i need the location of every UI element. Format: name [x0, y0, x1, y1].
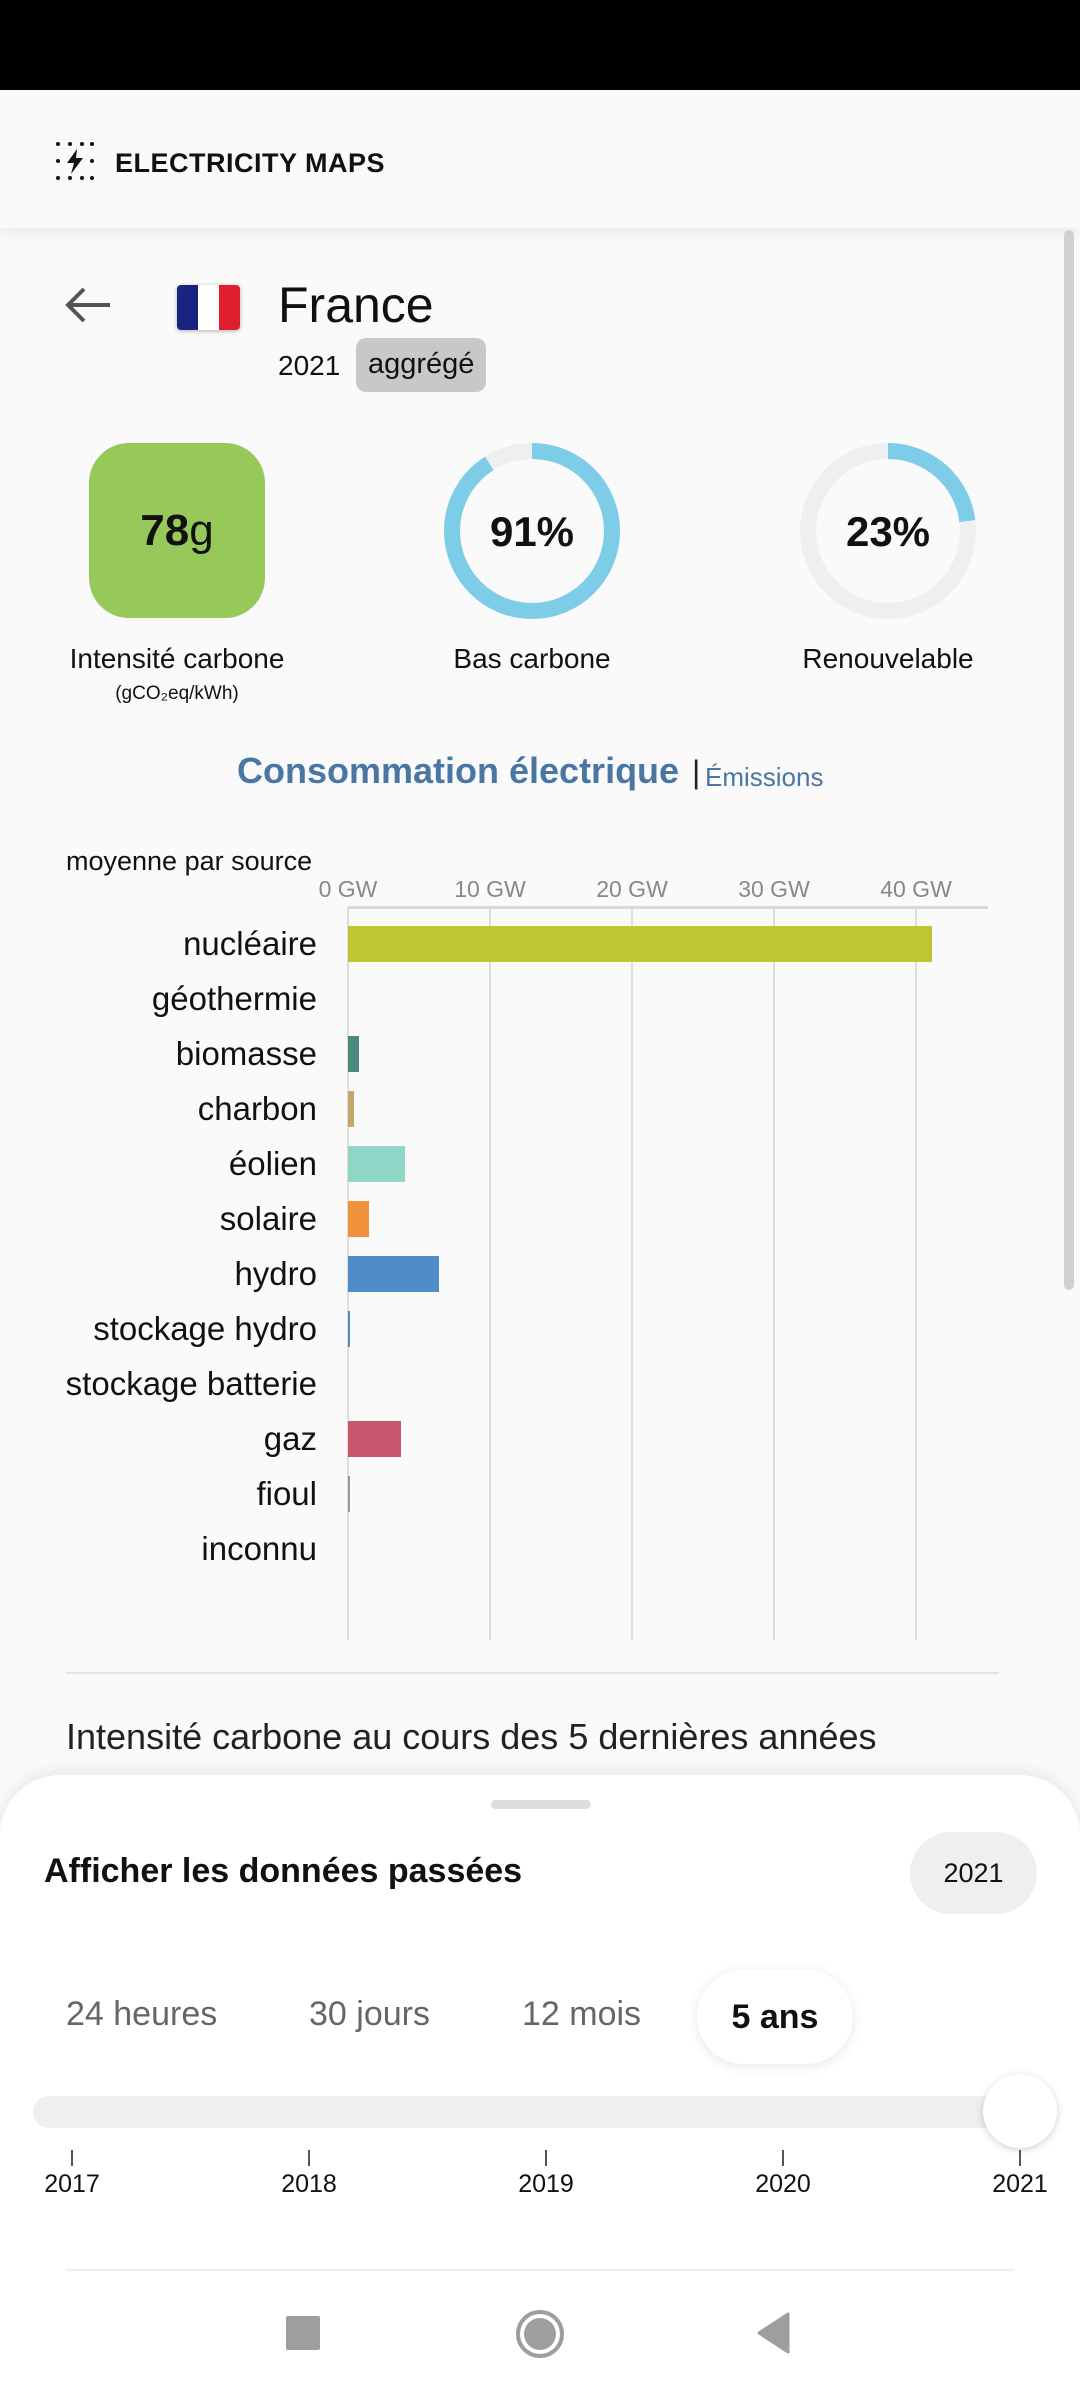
bar-fioul: [348, 1476, 351, 1512]
low-carbon-ring-fill: [444, 443, 620, 619]
history-bottom-sheet: [0, 1775, 1080, 2400]
category-label: solaire: [219, 1200, 317, 1237]
electricity-maps-logo-icon: [56, 142, 94, 180]
category-label: biomasse: [175, 1035, 317, 1072]
category-label: hydro: [234, 1255, 317, 1292]
category-label: nucléaire: [183, 925, 317, 962]
home-icon[interactable]: [514, 2308, 566, 2360]
slider-year-label: 2020: [755, 2170, 811, 2198]
tab-emissions[interactable]: Émissions: [705, 762, 824, 792]
x-axis-line: [348, 906, 988, 909]
renewable-label: Renouvelable: [802, 643, 974, 674]
tab-separator: |: [692, 754, 701, 790]
slider-tick: [71, 2150, 73, 2166]
x-tick-label: 10 GW: [454, 876, 526, 902]
category-label: éolien: [228, 1145, 317, 1182]
x-tick-label: 30 GW: [738, 876, 810, 902]
status-bar: [0, 0, 1080, 90]
sheet-drag-handle[interactable]: [491, 1800, 591, 1809]
renewable-ring-fill: [800, 443, 976, 619]
carbon-intensity-value: 78: [140, 505, 190, 555]
category-label: stockage batterie: [65, 1365, 317, 1402]
carbon-intensity-label: Intensité carbone: [69, 643, 285, 674]
back-arrow-icon[interactable]: [62, 285, 114, 325]
tab-consumption[interactable]: Consommation électrique: [237, 750, 680, 791]
carbon-intensity-unit-label: (gCO₂eq/kWh): [115, 683, 239, 704]
selected-year-pill[interactable]: 2021: [910, 1832, 1037, 1914]
slider-year-label: 2018: [281, 2170, 337, 2198]
france-flag-icon: [177, 285, 240, 330]
bar-solaire: [348, 1201, 370, 1237]
range-tab-5y[interactable]: 5 ans: [697, 1970, 853, 2064]
time-slider-thumb[interactable]: [983, 2074, 1057, 2148]
recent-apps-icon[interactable]: [286, 2316, 320, 2350]
divider: [66, 1672, 999, 1674]
category-label: géothermie: [151, 980, 317, 1017]
renewable-value: 23%: [845, 508, 931, 555]
x-tick-label: 20 GW: [596, 876, 668, 902]
slider-tick: [545, 2150, 547, 2166]
slider-tick: [1019, 2150, 1021, 2166]
zone-year: 2021: [278, 350, 341, 381]
sheet-title: Afficher les données passées: [44, 1852, 523, 1890]
slider-tick: [782, 2150, 784, 2166]
back-nav-icon[interactable]: [756, 2312, 792, 2354]
gridline: [489, 908, 491, 1640]
renewable-ring: [800, 443, 976, 619]
category-label: stockage hydro: [93, 1310, 317, 1347]
category-label: gaz: [263, 1420, 317, 1457]
time-slider-track[interactable]: [33, 2096, 1043, 2128]
carbon-intensity-unit: g: [189, 505, 214, 555]
bar-biomasse: [348, 1036, 360, 1072]
history-section-title: Intensité carbone au cours des 5 dernièr…: [66, 1716, 877, 1757]
scrollbar[interactable]: [1064, 230, 1074, 1290]
bar-gaz: [348, 1421, 401, 1457]
low-carbon-label: Bas carbone: [453, 643, 611, 674]
category-label: charbon: [197, 1090, 317, 1127]
gridline: [915, 908, 917, 1640]
country-name: France: [278, 277, 434, 333]
range-tab-24h[interactable]: 24 heures: [66, 1995, 218, 2033]
gridline: [631, 908, 633, 1640]
slider-year-label: 2019: [518, 2170, 574, 2198]
bar-nucléaire: [348, 926, 932, 962]
divider: [66, 2269, 1014, 2271]
gridline: [773, 908, 775, 1640]
bar-éolien: [348, 1146, 405, 1182]
slider-year-label: 2021: [992, 2170, 1048, 2198]
range-tab-30d[interactable]: 30 jours: [309, 1995, 430, 2033]
aggregated-badge: aggrégé: [356, 338, 487, 392]
x-tick-label: 40 GW: [880, 876, 952, 902]
range-tab-12m[interactable]: 12 mois: [522, 1995, 642, 2033]
app-title: ELECTRICITY MAPS: [115, 148, 386, 178]
x-tick-label: 0 GW: [318, 876, 378, 902]
chart-subtitle: moyenne par source: [66, 846, 313, 876]
bar-stockage hydro: [348, 1311, 350, 1347]
low-carbon-value: 91%: [489, 508, 575, 555]
low-carbon-ring: [444, 443, 620, 619]
app-header: [0, 90, 1080, 228]
category-label: inconnu: [201, 1530, 317, 1567]
carbon-intensity-box: 78 g: [89, 443, 265, 618]
slider-tick: [308, 2150, 310, 2166]
bar-charbon: [348, 1091, 354, 1127]
slider-year-label: 2017: [44, 2170, 100, 2198]
category-label: fioul: [256, 1475, 317, 1512]
bar-hydro: [348, 1256, 439, 1292]
